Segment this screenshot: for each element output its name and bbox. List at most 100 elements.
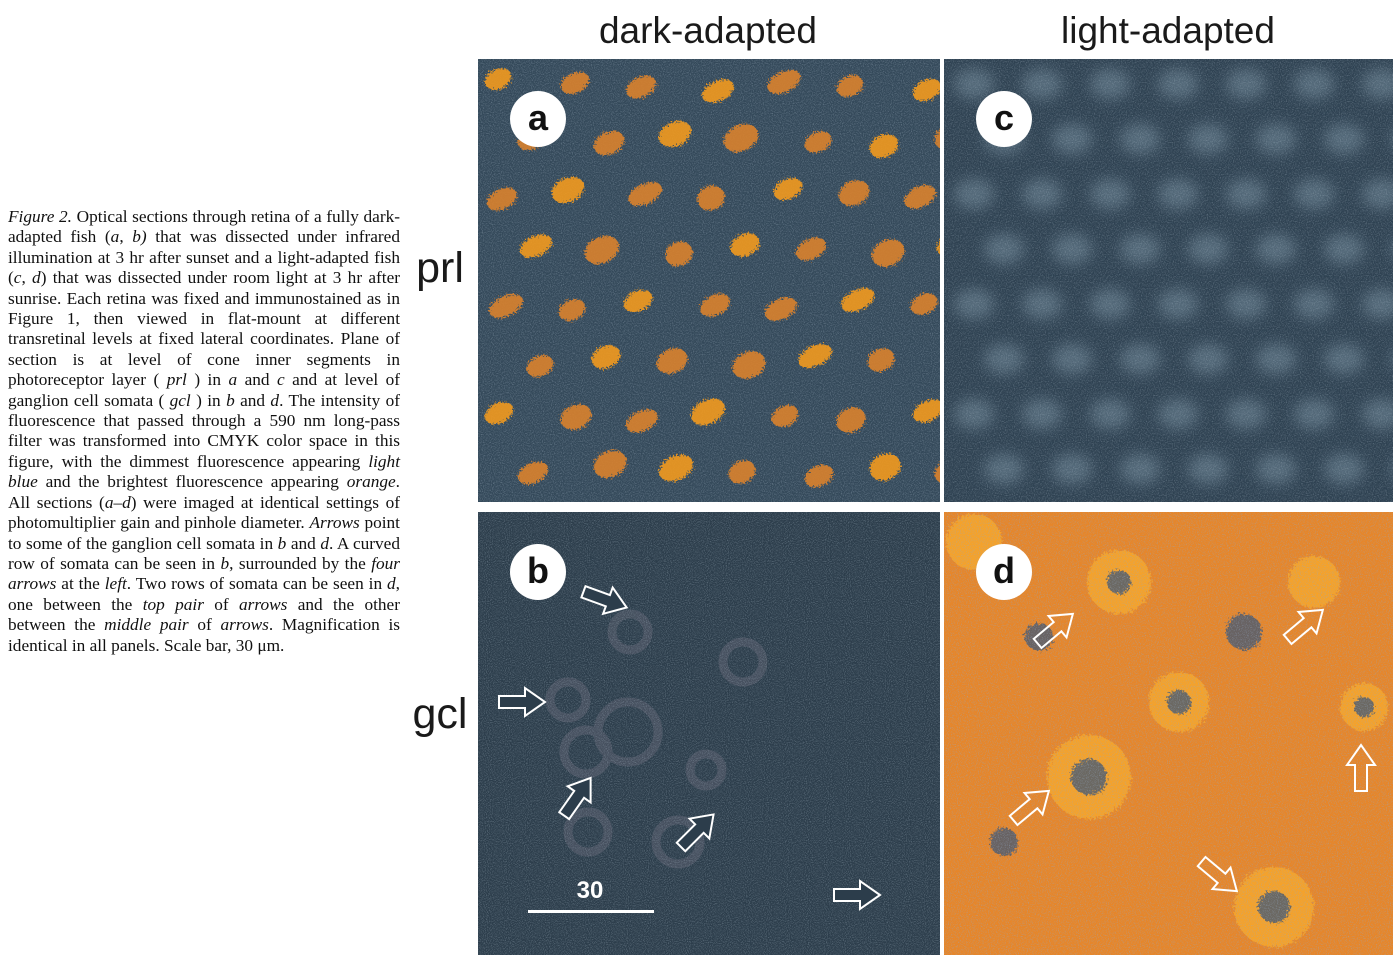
figure-label: Figure 2. — [8, 207, 73, 226]
orange-blob — [869, 453, 901, 481]
caption-segment: point to some of the ganglion cell somat… — [8, 513, 400, 553]
caption-segment: d — [32, 268, 41, 288]
caption-segment: c — [277, 370, 285, 390]
caption-segment: b) — [132, 227, 147, 247]
caption-segment: light blue — [8, 451, 400, 492]
orange-blob — [690, 398, 726, 426]
caption-segment: a–d — [104, 492, 131, 512]
caption-segment: , — [119, 227, 133, 247]
row-label-prl: prl — [416, 244, 464, 292]
orange-blob — [623, 289, 653, 313]
arrow-icon — [675, 813, 715, 853]
caption-segment: d — [320, 533, 329, 553]
orange-blob — [699, 293, 731, 317]
orange-blob — [484, 68, 512, 90]
caption-segment: d — [387, 574, 396, 594]
caption-segment: and — [237, 370, 278, 390]
orange-blob — [838, 180, 870, 206]
panel-badge-c: c — [976, 91, 1032, 147]
orange-blob — [912, 399, 940, 423]
orange-blob — [836, 75, 864, 97]
caption-segment: prl — [166, 370, 187, 390]
arrow-icon — [498, 686, 547, 718]
orange-blob — [912, 78, 940, 102]
orange-blob — [520, 234, 552, 258]
orange-blob — [551, 176, 585, 204]
caption-segment: Optical sections through retina of a ful… — [8, 207, 401, 247]
orange-blob — [591, 345, 621, 369]
orange-blob — [560, 71, 590, 95]
orange-blob — [904, 185, 936, 209]
scale-bar-label: 30 — [576, 877, 604, 904]
orange-blob — [558, 299, 586, 321]
caption-body: Optical sections through retina of a ful… — [8, 207, 400, 655]
column-header-light-adapted: light-adapted — [1061, 10, 1275, 51]
figure-caption: Figure 2. Optical sections through retin… — [8, 207, 400, 656]
orange-blob — [702, 79, 734, 103]
caption-segment: . Two rows of somata can be seen in — [126, 574, 388, 594]
orange-blob — [836, 407, 866, 433]
orange-blob — [798, 344, 832, 368]
caption-segment: and — [286, 533, 321, 553]
caption-segment: b — [220, 553, 230, 573]
orange-blob — [625, 75, 657, 99]
orange-blob — [841, 288, 875, 312]
caption-segment: of — [188, 615, 221, 635]
arrow-icon — [1196, 855, 1239, 893]
orange-blob — [730, 233, 760, 257]
caption-segment: , — [21, 268, 33, 288]
caption-segment: orange — [346, 472, 396, 492]
orange-blob — [593, 450, 627, 478]
caption-segment: ) in — [190, 390, 227, 410]
orange-blob — [526, 355, 554, 377]
panel-badge-a: a — [510, 91, 566, 147]
orange-blob — [626, 409, 658, 433]
orange-blob — [765, 297, 797, 321]
column-header-dark-adapted: dark-adapted — [598, 10, 818, 51]
arrow-icon — [1008, 789, 1051, 827]
caption-segment: of — [203, 594, 240, 614]
orange-blob — [773, 177, 803, 201]
caption-segment: and the brightest fluorescence appearing — [37, 472, 347, 492]
orange-blob — [484, 401, 514, 425]
orange-blob — [910, 293, 938, 315]
caption-segment: and — [234, 390, 271, 410]
arrow-icon — [557, 776, 592, 821]
orange-blob — [804, 131, 832, 153]
caption-segment: and at level of ganglion cell somata ( — [8, 370, 400, 410]
panel-b-image: b 30 — [478, 512, 940, 955]
panel-badge-d: d — [976, 544, 1032, 600]
caption-segment: b — [277, 533, 287, 553]
caption-segment: a — [110, 227, 120, 247]
orange-blob — [593, 130, 625, 156]
caption-segment: ) were imaged at identical settings of p… — [8, 492, 400, 533]
caption-segment: . A curved row of somata can be seen in — [8, 533, 400, 573]
arrow-icon — [580, 584, 629, 616]
arrow-icon — [1282, 608, 1325, 646]
orange-blob — [732, 351, 766, 379]
panel-c-image: c — [944, 59, 1393, 502]
orange-blob — [697, 185, 725, 211]
orange-blob — [867, 348, 895, 372]
panel-badge-b: b — [510, 544, 566, 600]
scale-bar — [528, 910, 654, 913]
orange-blob — [517, 461, 549, 485]
arrow-icon — [1345, 743, 1377, 792]
orange-blob — [723, 123, 759, 153]
orange-blob — [658, 120, 692, 148]
caption-segment: four arrows — [8, 553, 401, 594]
orange-blob — [628, 182, 662, 206]
orange-blob — [869, 134, 899, 158]
arrow-icon — [1032, 612, 1075, 650]
panel-a-image: a — [478, 59, 940, 502]
orange-blob — [728, 460, 756, 484]
orange-blob — [658, 454, 694, 482]
panel-d-image: d — [944, 512, 1393, 955]
caption-segment: , surrounded by the — [229, 553, 372, 573]
caption-segment: c — [13, 268, 22, 288]
caption-segment: and the other between the — [8, 594, 400, 635]
caption-segment: ) in — [186, 370, 229, 390]
caption-segment: ) that was dissected under room light at… — [8, 268, 401, 390]
caption-segment: d — [270, 390, 280, 410]
arrow-icon — [833, 879, 882, 911]
